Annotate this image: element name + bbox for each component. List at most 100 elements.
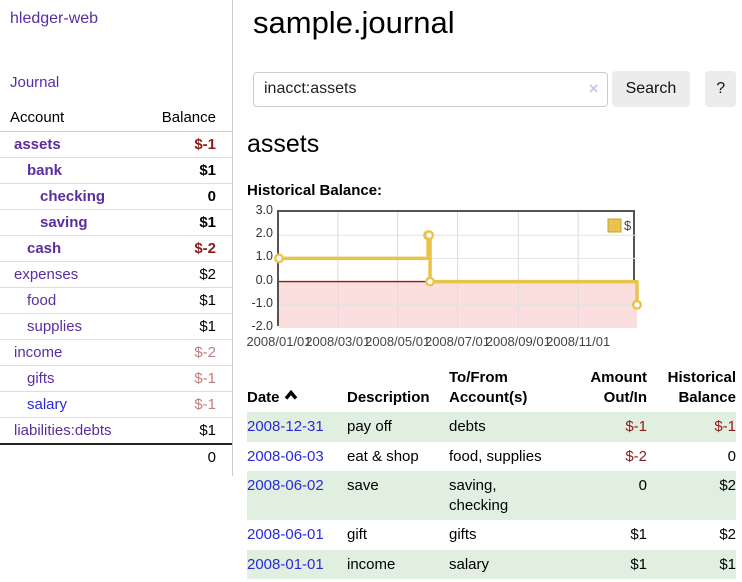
x-axis-label: 2008/09/01 [485,334,551,349]
transaction-balance: $1 [719,555,736,573]
transaction-balance: $-1 [714,418,736,435]
account-row: supplies $1 [0,313,232,340]
x-axis-label: 2008/07/01 [424,334,491,349]
transaction-date[interactable]: 2008-12-31 [247,412,347,442]
transaction-amount: $-1 [625,418,647,435]
data-point-marker [274,253,284,264]
account-balance: 0 [134,183,232,210]
x-axis-label: 2008/05/01 [365,334,431,349]
page-title: sample.journal [253,5,455,40]
sidebar: hledger-web Journal Account Balance asse… [0,0,233,476]
account-row: gifts $-1 [0,365,232,392]
transaction-date[interactable]: 2008-06-01 [247,520,347,550]
account-row: income $-2 [0,339,232,366]
transaction-amount: 0 [638,477,647,494]
transaction-amount: $1 [630,526,647,543]
register-table: Date Description To/From Account(s) Amou… [247,366,736,579]
transaction-date-link[interactable]: 2008-12-31 [247,418,324,435]
transaction-date-link[interactable]: 2008-06-03 [247,447,324,465]
account-balance: $-1 [134,365,232,392]
account-balance: $-1 [134,391,232,418]
y-axis-label: 3.0 [255,203,273,217]
account-row: bank $1 [0,157,232,184]
account-link[interactable]: food [27,292,57,309]
accounts-table: Account Balance assets $-1 bank $1 checking 0… [0,105,232,470]
account-link[interactable]: cash [27,240,62,257]
legend-label: $ [624,218,632,233]
account-balance: $-1 [134,131,232,158]
sort-ascending-icon [284,387,298,407]
account-link[interactable]: expenses [14,266,79,283]
accounts-header-account: Account [0,105,135,132]
account-link[interactable]: supplies [27,318,83,335]
account-row: expenses $2 [0,261,232,288]
transaction-amount: $1 [630,555,647,573]
x-axis-label: 2008/01/01 [246,334,312,349]
legend-swatch [607,218,622,233]
x-axis-label: 2008/03/01 [305,334,371,349]
account-link[interactable]: assets [14,136,61,153]
account-link[interactable]: gifts [27,370,55,387]
transaction-date[interactable]: 2008-06-03 [247,442,347,472]
transaction-description: income [347,555,396,573]
account-balance: $2 [134,261,232,288]
transaction-date-link[interactable]: 2008-01-01 [247,555,324,573]
x-axis-label: 2008/11/01 [546,334,611,349]
chart-plot-area[interactable]: $ [274,210,643,328]
account-row: cash $-2 [0,235,232,262]
nav-journal-link[interactable]: Journal [10,74,60,91]
search-button[interactable]: Search [611,71,691,107]
transaction-description: gift [347,526,368,543]
account-balance: $1 [134,209,232,236]
y-axis-label: -2.0 [251,319,273,333]
transaction-description: eat & shop [347,447,419,465]
register-header-accounts: To/From Account(s) [449,369,528,406]
search-input[interactable] [253,71,608,107]
transaction-amount: $-2 [625,447,647,465]
account-balance: $1 [134,313,232,340]
account-link[interactable]: liabilities:debts [14,422,112,439]
account-link[interactable]: bank [27,162,63,179]
transaction-date[interactable]: 2008-06-02 [247,471,347,520]
accounts-total-row: 0 [0,443,232,470]
transaction-row: 2008-01-01 income salary $1 $1 [247,549,736,580]
register-header-description: Description [347,388,430,406]
app-brand-link[interactable]: hledger-web [10,10,99,27]
transaction-accounts: saving, checking [449,477,509,514]
help-button[interactable]: ? [705,71,736,107]
transaction-date-link[interactable]: 2008-06-02 [247,477,324,494]
transaction-accounts: debts [449,418,486,435]
transaction-accounts: food, supplies [449,447,542,465]
chart-title: Historical Balance: [247,182,383,199]
account-balance: $1 [134,417,232,445]
account-balance: $-2 [134,339,232,366]
transaction-row: 2008-06-02 save saving, checking 0 $2 [247,471,736,520]
account-row: checking 0 [0,183,232,210]
account-link[interactable]: salary [27,396,68,413]
transaction-row: 2008-06-03 eat & shop food, supplies $-2 0 [247,442,736,472]
clear-search-icon[interactable]: × [588,78,599,98]
register-header-balance: Historical Balance [667,369,736,406]
account-balance: $1 [134,157,232,184]
balance-chart[interactable]: $ 3.0 2.0 1.0 0.0 -1.0 -2.0 2008/01/01 2008/03/… [246,203,736,352]
transaction-balance: 0 [727,447,736,465]
data-point-marker [425,276,436,287]
register-header-date[interactable]: Date [247,366,347,412]
accounts-total-balance: 0 [134,443,232,470]
y-axis-label: -1.0 [251,295,273,310]
account-link[interactable]: income [14,344,63,361]
transaction-row: 2008-12-31 pay off debts $-1 $-1 [247,412,736,442]
account-link[interactable]: saving [40,214,88,231]
data-point-marker [424,230,435,241]
account-balance: $-2 [134,235,232,262]
transaction-description: save [347,477,379,494]
y-axis-label: 1.0 [255,249,273,264]
transaction-date[interactable]: 2008-01-01 [247,550,347,580]
transaction-date-link[interactable]: 2008-06-01 [247,526,324,543]
main-content: sample.journal × Search ? assets Histori… [234,0,742,579]
account-link[interactable]: checking [40,188,106,205]
transaction-description: pay off [347,418,392,435]
account-row: assets $-1 [0,131,232,158]
account-row: saving $1 [0,209,232,236]
account-row: liabilities:debts $1 [0,417,232,445]
